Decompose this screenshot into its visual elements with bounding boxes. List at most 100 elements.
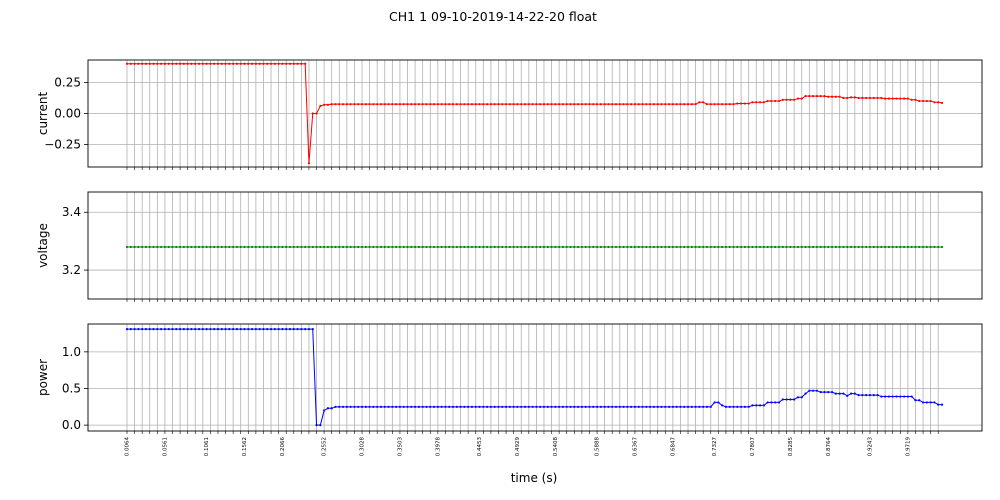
data-point [326, 103, 330, 106]
x-tick-label: 0.7807 [750, 437, 756, 457]
data-point [834, 245, 837, 249]
data-point [292, 62, 295, 65]
data-point [546, 405, 549, 408]
data-point [175, 62, 178, 65]
data-point [379, 405, 383, 408]
data-point [895, 97, 898, 100]
data-point [516, 245, 519, 249]
data-point [247, 62, 250, 65]
data-point [425, 245, 428, 249]
data-point [410, 103, 413, 106]
data-point [508, 103, 511, 106]
data-point [702, 245, 705, 249]
data-point [777, 99, 781, 103]
data-point [838, 392, 841, 395]
data-point [686, 103, 690, 106]
data-point [489, 405, 493, 408]
data-point [569, 405, 572, 408]
data-point [243, 245, 246, 249]
data-point [717, 245, 720, 249]
data-point [228, 62, 231, 65]
data-point [789, 245, 792, 249]
data-point [213, 62, 216, 65]
data-point [550, 245, 553, 249]
data-point [341, 405, 345, 408]
data-point [622, 245, 625, 249]
data-point [186, 328, 189, 331]
data-point [838, 245, 841, 249]
data-point [338, 405, 341, 408]
data-point [940, 245, 944, 249]
data-point [899, 395, 902, 398]
data-point [857, 96, 860, 100]
series-line-power [127, 328, 942, 426]
data-point [269, 328, 273, 331]
data-point [504, 103, 508, 106]
data-point [156, 245, 159, 249]
y-tick-label: −0.25 [44, 138, 81, 152]
data-point [827, 95, 830, 98]
data-point [376, 103, 379, 106]
data-point [664, 245, 667, 249]
data-point [558, 245, 561, 249]
data-point [929, 401, 932, 404]
data-point [812, 245, 815, 249]
data-point [902, 245, 906, 249]
data-point [213, 328, 216, 331]
data-point [523, 103, 527, 106]
data-point [652, 103, 656, 106]
data-point [656, 405, 659, 408]
data-point [758, 101, 762, 104]
data-point [812, 389, 815, 392]
data-point [861, 96, 864, 100]
data-point [633, 103, 637, 106]
data-point [611, 405, 614, 408]
data-point [512, 405, 515, 408]
data-point [125, 328, 129, 331]
data-point [383, 405, 386, 408]
data-point [607, 405, 610, 408]
data-point [747, 245, 750, 249]
data-point [497, 103, 500, 106]
data-point [372, 245, 375, 249]
data-point [887, 245, 891, 249]
data-point [383, 103, 386, 106]
data-point [421, 103, 424, 106]
data-point [853, 245, 856, 249]
data-point [175, 245, 178, 249]
data-point [618, 405, 621, 408]
data-point [542, 405, 546, 408]
data-point [194, 245, 197, 249]
data-point [288, 245, 292, 249]
data-point [182, 328, 185, 331]
data-point [209, 245, 212, 249]
data-point [455, 103, 458, 106]
data-point [884, 245, 887, 249]
data-point [417, 103, 420, 106]
data-point [220, 328, 223, 331]
data-point [679, 405, 682, 408]
data-point [884, 97, 887, 100]
data-point [205, 328, 208, 331]
data-point [584, 103, 587, 106]
data-point [721, 245, 724, 249]
data-point [436, 405, 439, 408]
data-point [440, 245, 443, 249]
data-point [315, 245, 318, 249]
data-point [144, 62, 148, 65]
data-point [360, 245, 364, 249]
data-point [338, 245, 341, 249]
data-point [937, 245, 940, 249]
data-point [413, 245, 417, 249]
data-point [595, 103, 599, 106]
data-point [300, 62, 303, 65]
data-point [815, 94, 819, 98]
data-point [209, 328, 212, 331]
data-point [789, 98, 792, 101]
data-point [675, 405, 678, 408]
data-point [402, 245, 405, 249]
x-tick-label: 0.3978 [435, 437, 441, 457]
x-tick-label: 0.6367 [632, 437, 638, 457]
data-point [796, 245, 800, 249]
data-point [736, 102, 739, 105]
